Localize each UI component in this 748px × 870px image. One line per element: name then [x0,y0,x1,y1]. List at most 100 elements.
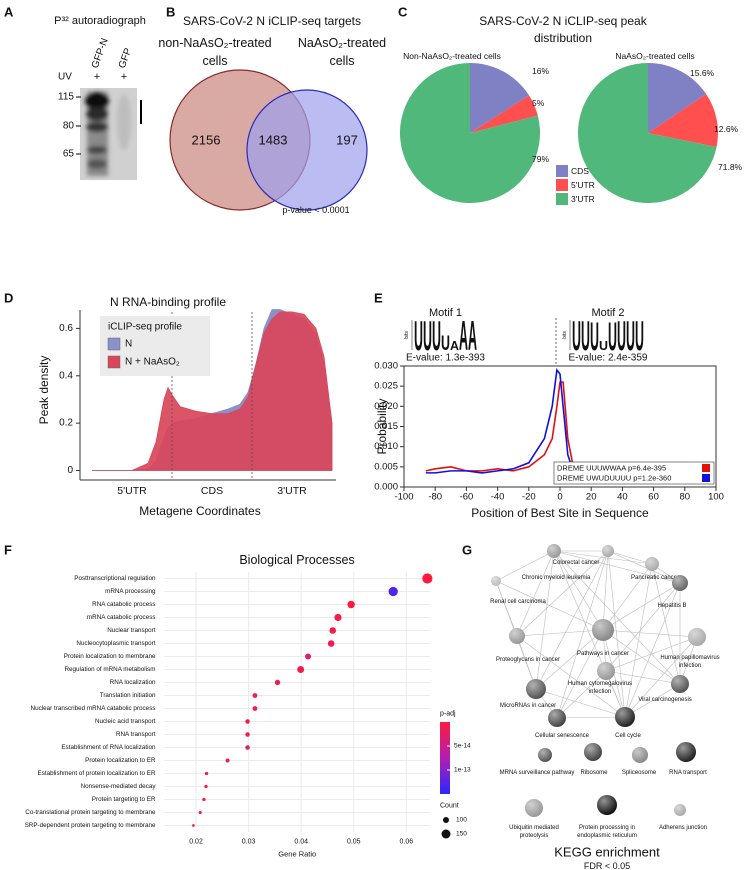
pie-title: SARS-CoV-2 N iCLIP-seq peak distribution [479,14,647,45]
set-label: non-NaAsO₂-treated cells [158,36,271,68]
node-label-line: Colorectal cancer [553,560,600,566]
network-edge [556,629,604,719]
size-legend-title: Count [440,803,459,810]
node-highlight [615,707,635,727]
y-tick-label: mRNA catabolic process [87,614,156,621]
network-edge [535,550,609,690]
x-tick-label: -20 [522,492,536,503]
network-edge [495,550,555,582]
node-highlight [547,544,561,558]
y-tick-label: 0.2 [59,418,73,429]
dot [422,573,433,584]
node-highlight [509,628,525,644]
uv-label: UV [58,72,72,83]
node-highlight [602,545,614,557]
y-tick-label: 0.4 [59,370,73,381]
venn-count: 197 [336,133,358,148]
x-tick-label: 0.05 [347,839,361,846]
y-tick-label: RNA localization [110,679,156,686]
logo-letter: U [414,312,423,359]
legend-swatch [702,474,710,482]
network-edge [553,550,626,718]
band [85,92,109,110]
network-edge [602,582,681,631]
network-edge [651,563,681,685]
dot [334,613,342,622]
node-label: Ribosome [580,770,608,776]
x-tick-label: -60 [460,492,474,503]
logo-letter: U [599,339,608,353]
legend-label: N [125,339,132,350]
x-axis-label: Metagene Coordinates [139,504,260,518]
node-label-line: infection [589,689,611,695]
node-label-line: Ubiquitin mediated [509,825,559,831]
legend-swatch [556,165,568,177]
node-highlight [526,679,546,699]
legend-title: iCLIP-seq profile [108,322,182,333]
node-label-line: Viral carcinogenesis [638,697,692,703]
pie-value-label: 15.6% [690,68,715,78]
network-edge [624,582,681,718]
pie-slice [578,63,717,204]
node-highlight [548,709,566,727]
node-label-line: Adherens junction [659,825,707,831]
y-tick-label: 0.010 [374,441,398,452]
logo-letter: U [617,312,626,359]
node-label: Pathways in cancer [577,651,629,657]
dot [245,745,250,750]
y-tick-label: 0.020 [374,401,398,412]
panel-label: F [4,543,12,558]
node-label-line: Cell cycle [615,733,641,739]
node-highlight [491,576,501,586]
colorbar [440,722,450,794]
logo-letter: A [450,339,459,353]
node-label-line: endoplasmic reticulum [577,833,637,839]
band [87,146,107,154]
node-label: Adherens junction [659,825,707,831]
x-tick-label: 100 [708,492,724,503]
pie-slice [470,63,530,133]
network-edge [535,688,626,718]
x-tick-label: 60 [648,492,659,503]
network-edge [553,550,681,584]
network-edge [607,550,653,565]
node-label: Cell cycle [615,733,641,739]
logo-letter: A [468,312,477,359]
dot [192,824,195,827]
e-value: E-value: 2.4e-359 [569,353,648,364]
y-tick-label: 0.025 [374,381,398,392]
logo-letter: U [608,315,617,359]
y-tick-label: RNA transport [116,731,156,738]
network-edge [602,550,609,631]
y-tick-label: 0.005 [374,461,398,472]
x-tick-label: 5'UTR [117,485,147,497]
dot [245,732,250,737]
uv-sign: + [121,71,127,83]
dot [204,784,208,789]
y-tick-label: Protein localization to ER [85,757,156,764]
y-tick-label: Regulation of mRNA metabolism [65,666,156,673]
logo-letter: U [590,315,599,359]
blot-title: P³² autoradiograph [54,15,146,27]
network-edge [556,550,609,719]
set-label: NaAsO₂-treated cells [298,36,386,68]
x-tick-label: -100 [394,492,413,503]
panel-label: G [462,543,472,558]
node-label: Spliceosome [622,770,657,776]
node-highlight [525,799,543,817]
legend-label: DREME UUUWWAA p=6.4e-395 [557,464,666,473]
dot [329,627,337,634]
panel-label: E [374,291,383,306]
blot-image [80,88,142,180]
node-highlight [688,628,706,646]
legend-swatch [702,464,710,472]
x-tick-label: -40 [491,492,505,503]
dot [252,693,258,698]
pie-slice [648,63,707,133]
node-label-line: Cellular senescence [535,733,590,739]
pie-subtitle: NaAsO₂-treated cells [615,51,694,61]
x-tick-label: -80 [428,492,442,503]
node-label-line: Pancreatic cancer [631,575,679,581]
legend-label: N + NaAsO₂ [125,357,180,368]
node-label-line: MRNA surveillance pathway [500,770,575,776]
